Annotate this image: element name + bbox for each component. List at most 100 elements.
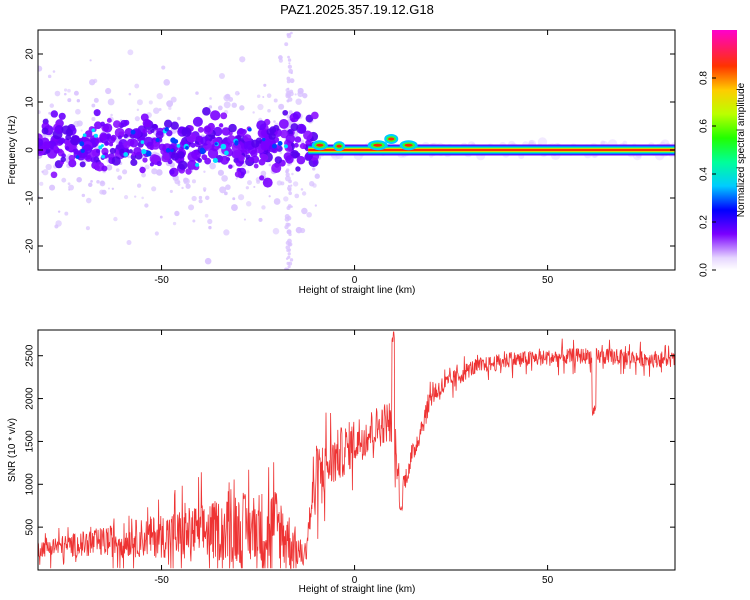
spectrogram-speck xyxy=(100,180,105,185)
spectrogram-streak xyxy=(285,267,290,270)
spectrogram-blob xyxy=(278,118,289,129)
spectrogram-hotspot xyxy=(214,142,218,146)
spectrogram-speck xyxy=(188,204,195,211)
spectrogram-speck xyxy=(246,180,252,186)
spectrogram-streak xyxy=(288,110,293,115)
spectrogram-blob xyxy=(161,154,170,163)
spectrogram-speck xyxy=(172,221,177,226)
tone-band-core xyxy=(308,149,675,151)
spectrogram-speck xyxy=(90,180,93,183)
spectrogram-panel: -50 0 50 -20 -10 0 10 20 Height of straight li… xyxy=(7,29,676,296)
spectrogram-blob xyxy=(60,156,66,163)
spectrogram-speck xyxy=(151,186,157,192)
spectrogram-blob xyxy=(94,121,102,130)
spectrogram-speck xyxy=(205,195,210,201)
spectrogram-blob xyxy=(202,107,211,116)
spectrogram-blob xyxy=(133,146,142,156)
spectrogram-speck xyxy=(75,108,81,115)
spectrogram-blob xyxy=(251,139,260,148)
spectrogram-speck xyxy=(300,188,304,191)
spectrogram-speck xyxy=(256,94,261,98)
spectrogram-blob xyxy=(70,135,81,146)
snr-x-ticks: -50 0 50 xyxy=(154,330,554,586)
spectrogram-speck xyxy=(191,179,196,184)
spectrogram-speck xyxy=(278,103,285,110)
spectrogram-blob xyxy=(305,139,312,146)
spectrogram-blob xyxy=(163,119,173,128)
spectrogram-streak xyxy=(285,240,291,246)
spectrogram-speck xyxy=(148,100,153,105)
spectrogram-speck xyxy=(134,195,137,198)
spectrogram-blob xyxy=(238,154,245,162)
spectrogram-blob xyxy=(253,163,259,169)
spectrogram-streak xyxy=(287,97,293,102)
spectrogram-blob xyxy=(38,144,44,154)
spectrogram-blob xyxy=(82,144,93,154)
spectrogram-speck xyxy=(73,120,80,128)
spectrogram-speck xyxy=(208,105,213,109)
spectrogram-speck xyxy=(161,65,166,70)
spectrogram-speck xyxy=(191,195,197,202)
spectrogram-speck xyxy=(273,98,278,103)
spectrogram-speck xyxy=(245,186,249,190)
tone-bump-core xyxy=(388,137,395,141)
spectrogram-blob xyxy=(130,158,138,167)
spectrogram-speck xyxy=(258,217,263,222)
spectrogram-blob xyxy=(170,152,180,161)
snr-y-tick-label: 1000 xyxy=(25,473,36,496)
spectrogram-speck xyxy=(122,169,128,175)
spectrogram-blob xyxy=(41,127,49,135)
spectrogram-speck xyxy=(207,218,213,225)
spectrogram-speck xyxy=(234,90,240,96)
spectrogram-hotspot xyxy=(170,148,174,153)
spectrogram-speck xyxy=(166,100,174,108)
spectrogram-speck xyxy=(38,110,41,115)
spectrogram-speck xyxy=(168,106,172,110)
spectrogram-speck xyxy=(312,183,317,188)
spectrogram-streak xyxy=(290,205,293,208)
figure-title: PAZ1.2025.357.19.12.G18 xyxy=(280,2,434,17)
spectrogram-y-tick-label: 20 xyxy=(25,48,36,60)
spectrogram-blob xyxy=(166,129,173,137)
spectrogram-speck xyxy=(203,189,206,192)
spectrogram-hotspot xyxy=(271,143,277,149)
colorbar-label: Normalized spectral amplitude xyxy=(736,82,747,217)
spectrogram-streak xyxy=(285,257,289,260)
spectrogram-speck xyxy=(204,257,212,265)
spectrogram-streak xyxy=(288,179,292,184)
spectrogram-hotspot xyxy=(82,133,87,138)
spectrogram-speck xyxy=(185,183,191,189)
spectrogram-blob xyxy=(282,109,289,116)
spectrogram-speck xyxy=(306,211,312,218)
snr-x-label: Height of straight line (km) xyxy=(299,584,416,595)
spectrogram-speck xyxy=(224,191,228,196)
spectrogram-hotspot xyxy=(277,141,283,146)
spectrogram-speck xyxy=(106,164,113,171)
spectrogram-blob xyxy=(38,138,44,147)
spectrogram-x-tick-label: 0 xyxy=(352,275,358,286)
spectrogram-speck xyxy=(80,129,83,132)
spectrogram-hotspot xyxy=(141,148,147,155)
spectrogram-blob xyxy=(100,121,105,127)
spectrogram-blob xyxy=(294,136,302,143)
spectrogram-blob xyxy=(128,149,133,154)
spectrogram-hotspot xyxy=(80,148,85,154)
spectrogram-speck xyxy=(67,182,71,186)
colorbar-tick-label: 0.4 xyxy=(699,167,710,181)
spectrogram-speck xyxy=(91,103,96,108)
spectrogram-speck xyxy=(198,195,203,200)
spectrogram-speck xyxy=(218,72,225,80)
spectrogram-speck xyxy=(312,167,316,171)
spectrogram-blob xyxy=(150,128,155,134)
spectrogram-hotspot xyxy=(165,148,171,153)
spectrogram-hotspot xyxy=(234,141,239,146)
spectrogram-blob xyxy=(123,119,130,126)
spectrogram-speck xyxy=(291,172,294,176)
spectrogram-speck xyxy=(163,79,171,86)
spectrogram-speck xyxy=(232,197,236,201)
spectrogram-blob xyxy=(220,112,228,120)
spectrogram-hotspot xyxy=(164,127,169,132)
spectrogram-blob xyxy=(95,148,101,154)
spectrogram-blob xyxy=(65,128,73,137)
spectrogram-blob xyxy=(102,123,113,133)
